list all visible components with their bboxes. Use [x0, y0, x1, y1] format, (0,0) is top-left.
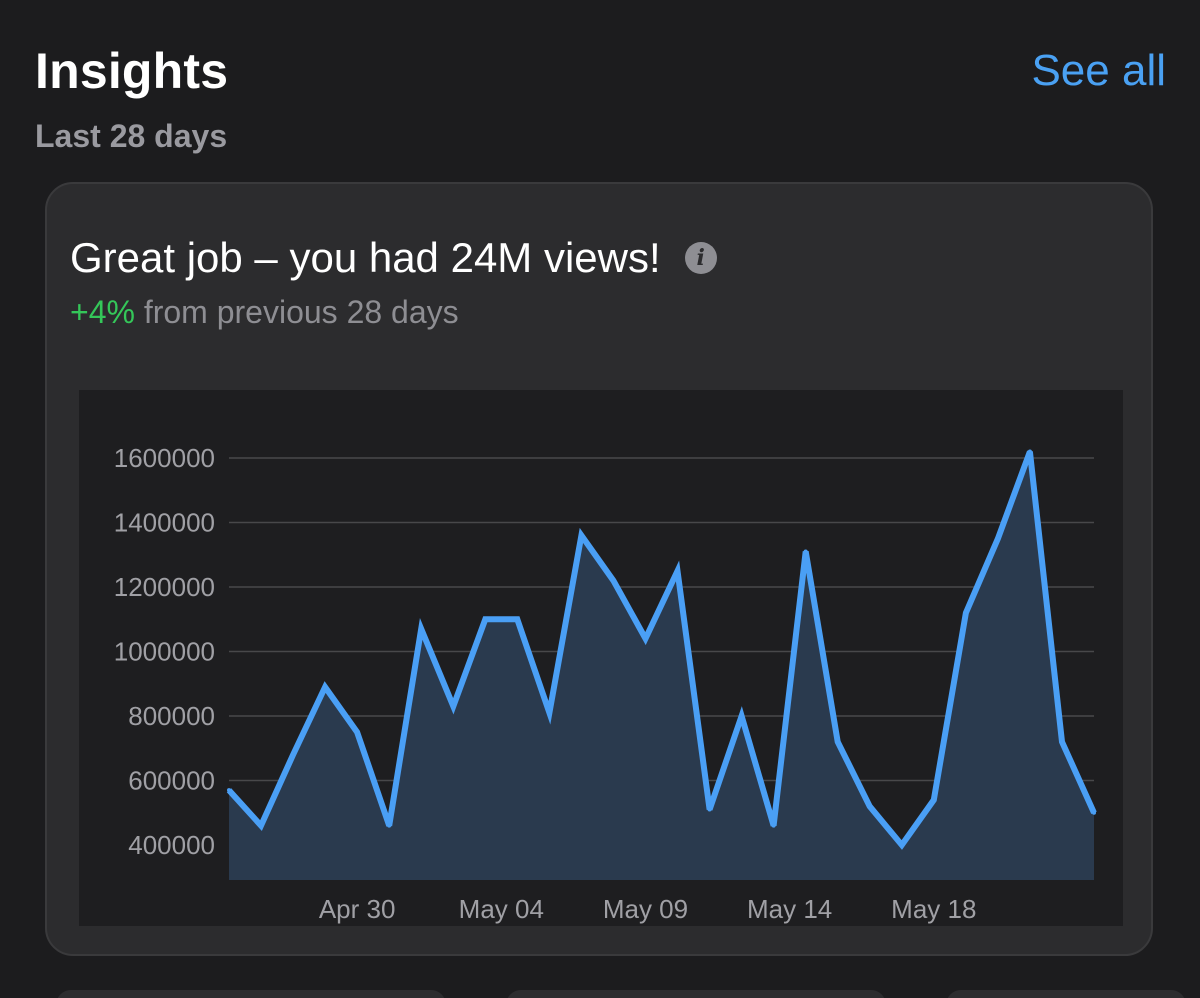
- data-point: [547, 710, 552, 715]
- delta-percentage: +4%: [70, 294, 135, 330]
- series-views: [226, 449, 1097, 880]
- data-point: [611, 578, 616, 583]
- data-point: [259, 823, 264, 828]
- data-point: [931, 797, 936, 802]
- next-card-peek: [946, 990, 1186, 998]
- y-tick-label: 800000: [128, 701, 215, 731]
- x-tick-label: May 09: [603, 894, 688, 924]
- data-point: [995, 536, 1000, 541]
- y-tick-label: 600000: [128, 766, 215, 796]
- data-point: [1092, 810, 1096, 815]
- y-tick-label: 1200000: [114, 572, 215, 602]
- views-chart: 400000 600000 800000 1000000 1200000 1400000 1…: [79, 390, 1123, 926]
- data-point: [323, 684, 328, 689]
- y-tick-label: 1600000: [114, 443, 215, 473]
- series-area: [229, 451, 1094, 880]
- data-point: [835, 739, 840, 744]
- data-point: [739, 714, 744, 718]
- x-tick-label: May 14: [747, 894, 832, 924]
- data-point: [355, 730, 360, 735]
- data-point: [451, 704, 456, 709]
- data-point: [803, 549, 808, 554]
- views-insight-card[interactable]: Great job – you had 24M views! i +4% fro…: [45, 182, 1153, 956]
- card-title: Great job – you had 24M views! i: [70, 234, 717, 282]
- data-point: [707, 807, 712, 812]
- data-point: [771, 823, 776, 828]
- data-point: [963, 610, 968, 615]
- data-point: [867, 804, 872, 809]
- data-point: [579, 533, 584, 538]
- data-point: [643, 636, 648, 641]
- y-axis-labels: 400000 600000 800000 1000000 1200000 1400000 1…: [114, 443, 215, 860]
- delta-description: from previous 28 days: [134, 294, 459, 330]
- data-point: [515, 617, 520, 622]
- comparison-text: +4% from previous 28 days: [70, 294, 459, 331]
- data-point: [227, 788, 231, 793]
- card-title-text: Great job – you had 24M views!: [70, 234, 661, 281]
- series-line: [226, 450, 1097, 850]
- page-title: Insights: [35, 43, 229, 99]
- y-tick-label: 1400000: [114, 508, 215, 538]
- next-card-peek: [506, 990, 886, 998]
- next-card-peek: [56, 990, 446, 998]
- data-point: [387, 823, 392, 828]
- x-tick-label: May 04: [459, 894, 544, 924]
- data-point: [291, 752, 296, 757]
- see-all-link[interactable]: See all: [1031, 46, 1166, 95]
- info-icon[interactable]: i: [684, 242, 717, 274]
- data-point: [1027, 449, 1032, 454]
- x-tick-label: May 18: [891, 894, 976, 924]
- y-tick-label: 1000000: [114, 637, 215, 667]
- date-range-subtitle: Last 28 days: [35, 118, 228, 154]
- data-point: [419, 626, 424, 631]
- data-point: [899, 843, 904, 847]
- data-point: [1059, 739, 1064, 744]
- y-tick-label: 400000: [128, 830, 215, 860]
- data-point: [675, 568, 680, 573]
- data-point: [483, 617, 488, 622]
- x-tick-label: Apr 30: [319, 894, 396, 924]
- x-axis-labels: Apr 30 May 04 May 09 May 14 May 18: [319, 894, 977, 924]
